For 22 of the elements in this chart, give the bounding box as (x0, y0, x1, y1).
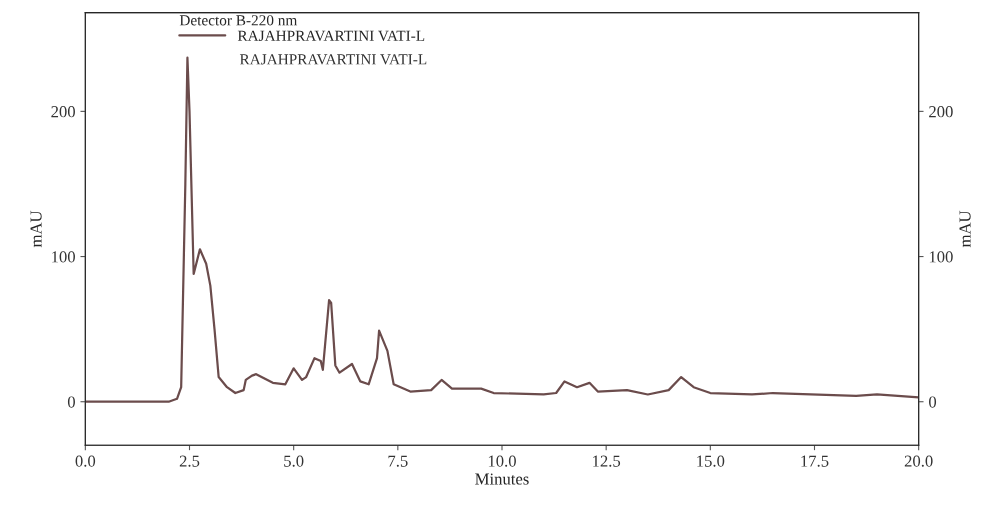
y-tick-label: 100 (52, 251, 75, 263)
y-tick-label: 200 (51, 106, 75, 118)
y2-tick-label: 200 (929, 106, 953, 118)
y2-tick-label: 0 (929, 396, 937, 408)
x-tick-label: 2.5 (179, 455, 200, 467)
x-tick-label: 12.5 (593, 455, 621, 467)
legend-label: RAJAHPRAVARTINI VATI-L (237, 30, 425, 41)
annotation: RAJAHPRAVARTINI VATI-L (239, 54, 427, 65)
y2-axis-title: mAU (959, 210, 971, 248)
x-tick-label: 5.0 (284, 455, 304, 467)
x-tick-label: 15.0 (697, 455, 725, 467)
x-axis-title: Minutes (475, 473, 529, 485)
x-tick-label: 10.0 (488, 455, 516, 467)
y-tick-label: 0 (67, 396, 75, 408)
x-tick-label: 17.5 (801, 455, 829, 467)
y-axis-title: mAU (30, 210, 42, 248)
legend-title: Detector B-220 nm (179, 15, 298, 26)
x-tick-label: 20.0 (904, 455, 933, 467)
x-tick-label: 7.5 (388, 455, 408, 467)
y2-tick-label: 100 (929, 251, 953, 263)
line-series (85, 56, 919, 403)
x-tick-label: 0.0 (75, 455, 96, 467)
